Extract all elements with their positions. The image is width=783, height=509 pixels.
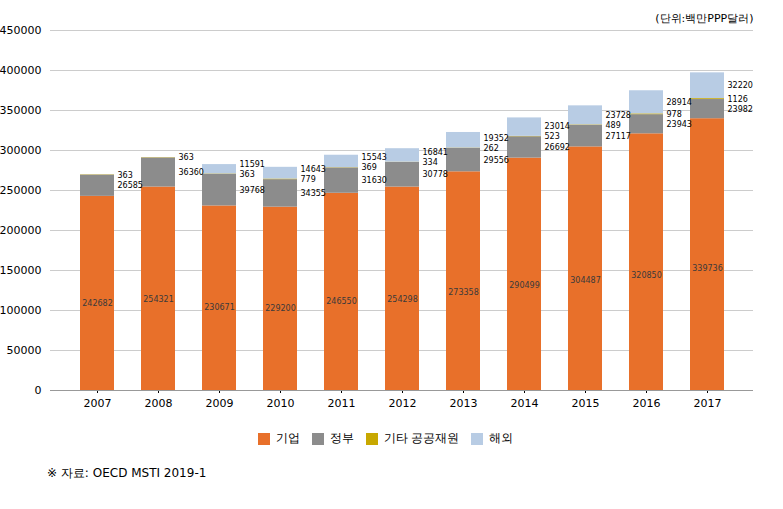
svg-text:320850: 320850 [631, 271, 662, 280]
svg-text:2010: 2010 [267, 397, 295, 410]
svg-text:0: 0 [35, 384, 42, 397]
svg-text:2016: 2016 [633, 397, 661, 410]
svg-text:2007: 2007 [84, 397, 112, 410]
svg-text:300000: 300000 [0, 144, 42, 157]
svg-text:39768: 39768 [240, 186, 265, 195]
svg-text:339736: 339736 [692, 264, 723, 273]
svg-text:16841: 16841 [423, 148, 448, 157]
svg-text:26585: 26585 [118, 181, 143, 190]
html-text:기업: 기업 [275, 431, 300, 445]
svg-text:369: 369 [362, 163, 377, 172]
svg-text:230671: 230671 [204, 303, 235, 312]
html-text:※ 자료: OECD MSTI 2019-1: ※ 자료: OECD MSTI 2019-1 [47, 466, 207, 480]
svg-text:30778: 30778 [423, 170, 448, 179]
svg-text:350000: 350000 [0, 104, 42, 117]
svg-text:2015: 2015 [572, 397, 600, 410]
svg-text:15543: 15543 [362, 153, 387, 162]
svg-text:290499: 290499 [509, 281, 540, 290]
svg-text:250000: 250000 [0, 184, 42, 197]
html-text:기타 공공재원: 기타 공공재원 [383, 431, 460, 445]
svg-text:489: 489 [606, 121, 621, 130]
svg-text:363: 363 [179, 153, 194, 162]
svg-text:14643: 14643 [301, 165, 326, 174]
svg-text:400000: 400000 [0, 64, 42, 77]
svg-text:2011: 2011 [328, 397, 356, 410]
svg-text:334: 334 [423, 158, 438, 167]
svg-text:19352: 19352 [484, 134, 509, 143]
svg-text:363: 363 [240, 170, 255, 179]
svg-text:242682: 242682 [82, 299, 113, 308]
svg-text:450000: 450000 [0, 24, 42, 37]
svg-text:363: 363 [118, 171, 133, 180]
svg-text:32220: 32220 [728, 81, 753, 90]
svg-text:36360: 36360 [179, 168, 204, 177]
svg-text:229200: 229200 [265, 304, 296, 313]
svg-text:779: 779 [301, 175, 316, 184]
svg-text:273358: 273358 [448, 288, 479, 297]
svg-text:2014: 2014 [511, 397, 539, 410]
svg-text:23982: 23982 [728, 105, 753, 114]
svg-text:523: 523 [545, 132, 560, 141]
svg-text:28914: 28914 [667, 98, 692, 107]
svg-text:262: 262 [484, 144, 499, 153]
svg-text:26692: 26692 [545, 143, 570, 152]
svg-text:34355: 34355 [301, 189, 326, 198]
svg-text:23014: 23014 [545, 122, 570, 131]
html-text:해외: 해외 [489, 431, 514, 445]
svg-text:100000: 100000 [0, 304, 42, 317]
svg-text:2012: 2012 [389, 397, 417, 410]
svg-text:29556: 29556 [484, 156, 509, 165]
svg-text:50000: 50000 [7, 344, 42, 357]
svg-text:23943: 23943 [667, 120, 692, 129]
svg-text:1126: 1126 [728, 95, 748, 104]
svg-text:304487: 304487 [570, 276, 601, 285]
svg-text:11591: 11591 [240, 160, 265, 169]
svg-text:2009: 2009 [206, 397, 234, 410]
svg-text:978: 978 [667, 110, 682, 119]
svg-text:246550: 246550 [326, 297, 357, 306]
svg-text:2017: 2017 [694, 397, 722, 410]
svg-text:2008: 2008 [145, 397, 173, 410]
svg-text:200000: 200000 [0, 224, 42, 237]
svg-text:31630: 31630 [362, 176, 387, 185]
svg-text:2013: 2013 [450, 397, 478, 410]
svg-text:(단위:백만PPP달러): (단위:백만PPP달러) [655, 12, 753, 25]
svg-text:254321: 254321 [143, 295, 174, 304]
svg-text:23728: 23728 [606, 111, 631, 120]
svg-text:27117: 27117 [606, 132, 631, 141]
svg-text:254298: 254298 [387, 295, 418, 304]
html-text:정부: 정부 [329, 431, 354, 445]
svg-text:150000: 150000 [0, 264, 42, 277]
